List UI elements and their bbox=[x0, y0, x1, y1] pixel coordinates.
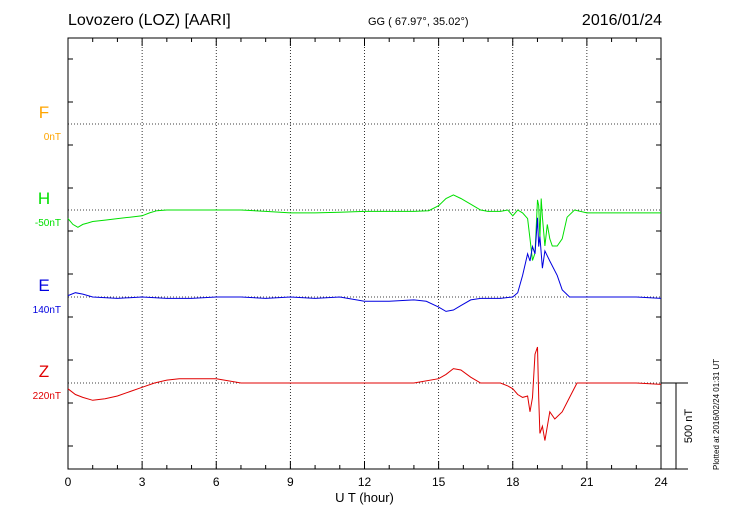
x-tick-label: 0 bbox=[65, 475, 72, 489]
series-name-z: Z bbox=[39, 362, 49, 381]
series-baseline-z: 220nT bbox=[33, 391, 61, 402]
x-tick-label: 24 bbox=[654, 475, 668, 489]
x-tick-label: 12 bbox=[358, 475, 372, 489]
station-title: Lovozero (LOZ) [AARI] bbox=[68, 12, 231, 29]
series-line-h bbox=[67, 194, 661, 261]
series-line-e bbox=[67, 217, 662, 312]
coordinates-label: GG ( 67.97°, 35.02°) bbox=[368, 16, 469, 28]
x-tick-label: 21 bbox=[580, 475, 594, 489]
plotted-note: Plotted at 2016/02/24 01:31 UT bbox=[712, 358, 721, 470]
series-name-f: F bbox=[39, 103, 49, 122]
x-axis: 0 3 6 9 12 15 18 21 24 U T (hour) bbox=[65, 475, 668, 505]
date-label: 2016/01/24 bbox=[581, 12, 662, 29]
scale-bar-label: 500 nT bbox=[683, 409, 695, 444]
series-baseline-f: 0nT bbox=[44, 132, 61, 143]
series-name-e: E bbox=[38, 276, 49, 295]
series-labels: F 0nT H -50nT E 140nT Z 220nT bbox=[33, 103, 61, 402]
grid bbox=[68, 38, 661, 469]
x-axis-title: U T (hour) bbox=[335, 490, 394, 505]
x-tick-label: 3 bbox=[139, 475, 146, 489]
series-baseline-h: -50nT bbox=[35, 218, 61, 229]
series-line-z bbox=[67, 346, 662, 441]
series-baseline-e: 140nT bbox=[33, 305, 61, 316]
x-tick-label: 15 bbox=[432, 475, 446, 489]
x-tick-label: 9 bbox=[287, 475, 294, 489]
plot-frame bbox=[67, 37, 662, 470]
scale-bar: 500 nT bbox=[661, 382, 695, 470]
series-lines bbox=[67, 194, 662, 441]
x-tick-label: 6 bbox=[213, 475, 220, 489]
series-name-h: H bbox=[38, 189, 50, 208]
x-tick-label: 18 bbox=[506, 475, 520, 489]
